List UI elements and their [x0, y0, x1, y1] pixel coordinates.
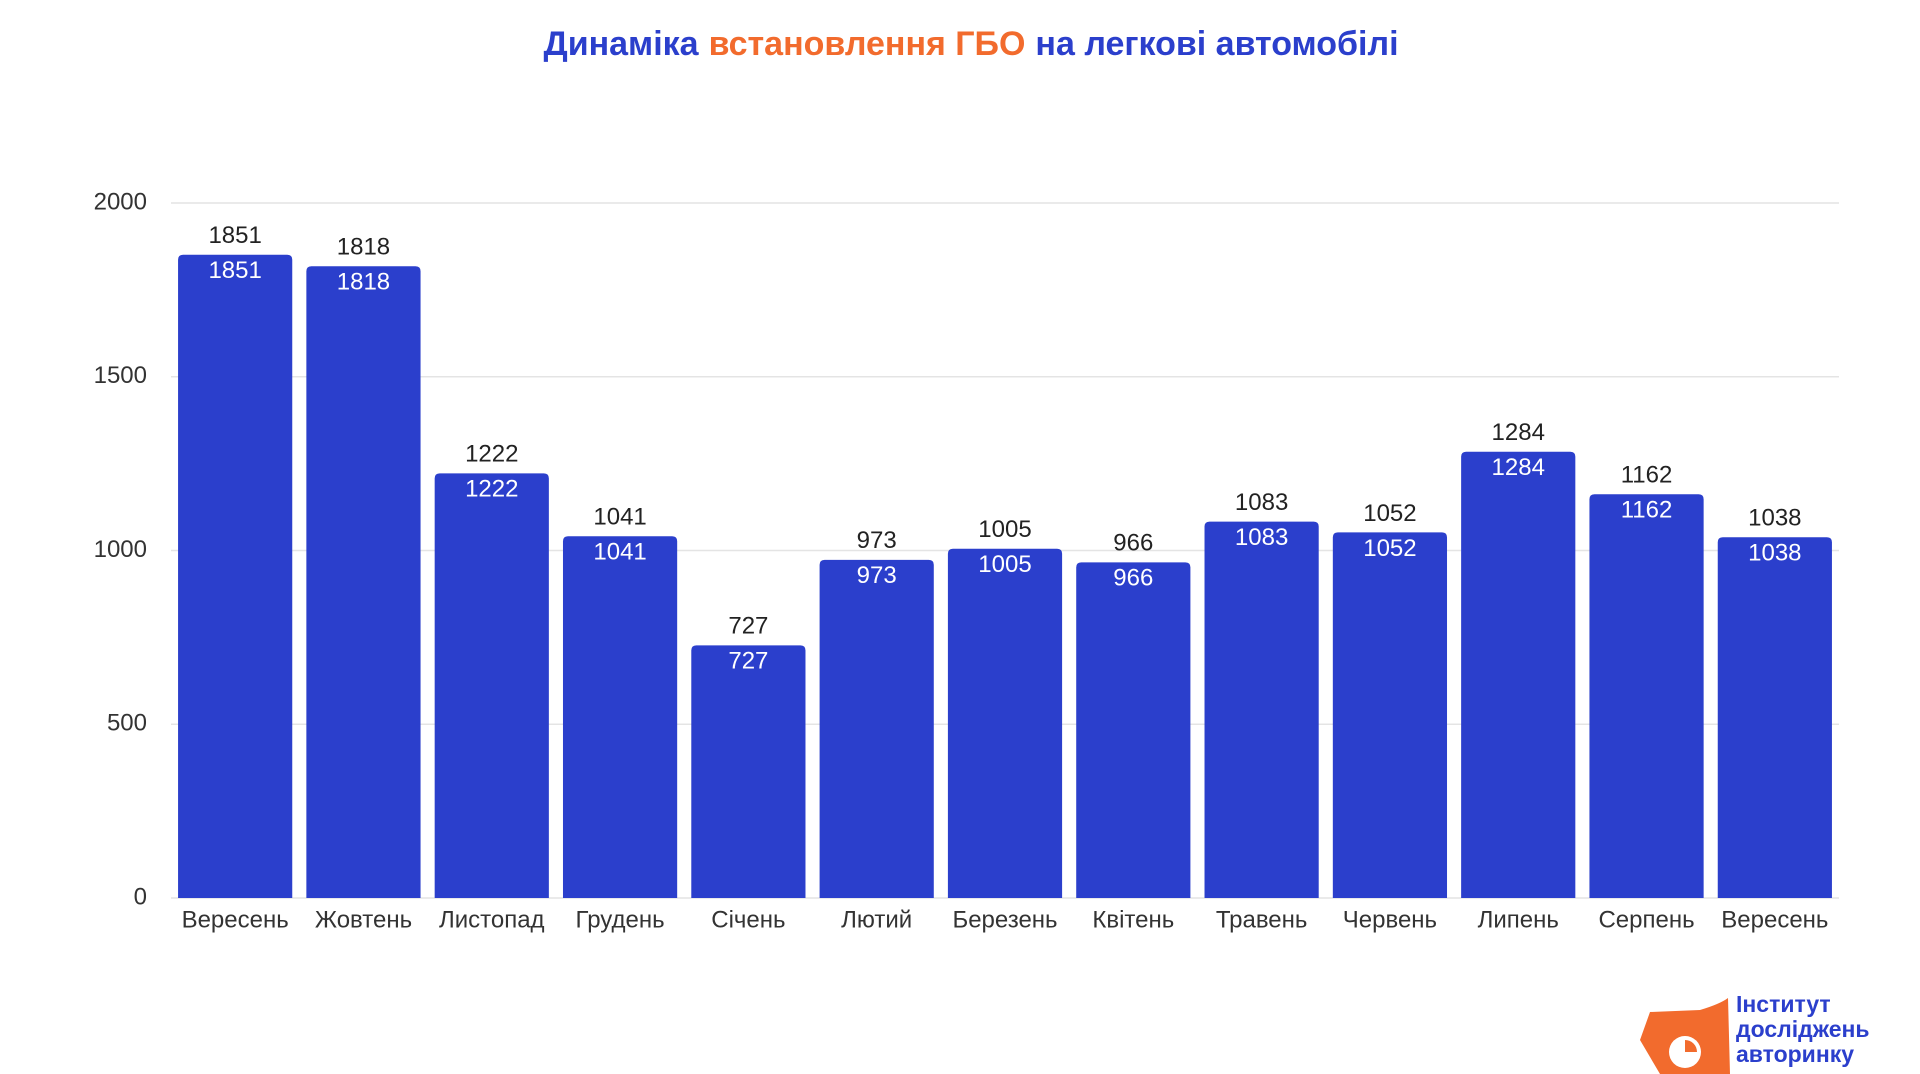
- chart-title: Динаміка встановлення ГБО на легкові автом…: [543, 25, 1398, 63]
- x-tick-label: Жовтень: [315, 906, 412, 933]
- value-label: 966: [1113, 530, 1153, 557]
- bar: [562, 536, 678, 898]
- value-label: 1851: [208, 222, 261, 249]
- value-label: 1222: [465, 441, 518, 468]
- x-tick-label: Лютий: [841, 906, 912, 933]
- x-tick-label: Грудень: [576, 906, 665, 933]
- value-label-inner: 966: [1113, 565, 1153, 592]
- bar: [1717, 537, 1832, 898]
- x-tick-label: Серпень: [1598, 906, 1694, 933]
- x-tick-label: Травень: [1216, 906, 1308, 933]
- value-label: 1038: [1748, 505, 1801, 532]
- value-label: 727: [728, 613, 768, 640]
- bar: [819, 559, 934, 898]
- bar: [178, 254, 293, 899]
- value-label: 1284: [1492, 419, 1545, 446]
- bar: [306, 266, 421, 898]
- value-label-inner: 973: [857, 562, 897, 589]
- value-label-inner: 1818: [337, 269, 390, 296]
- value-label-inner: 1162: [1621, 497, 1673, 524]
- bar: [947, 548, 1063, 898]
- title-part: Динаміка: [543, 25, 699, 63]
- bar: [1589, 494, 1704, 898]
- x-tick-label: Червень: [1343, 906, 1437, 933]
- y-tick-label: 1500: [94, 362, 147, 389]
- value-label-inner: 1041: [593, 539, 646, 566]
- bar: [1076, 562, 1191, 898]
- bar: [1204, 521, 1319, 898]
- x-tick-label: Вересень: [182, 906, 289, 933]
- y-tick-label: 1000: [94, 536, 147, 563]
- y-tick-label: 2000: [94, 188, 147, 215]
- value-label-inner: 1284: [1492, 454, 1545, 481]
- value-label-inner: 1222: [465, 476, 518, 503]
- value-label: 1052: [1363, 500, 1416, 527]
- logo-text: Інститут: [1736, 991, 1831, 1017]
- x-tick-label: Липень: [1478, 906, 1559, 933]
- bar: [691, 645, 806, 898]
- bar: [1461, 451, 1576, 898]
- y-tick-label: 0: [134, 883, 147, 910]
- title-part: встановлення ГБО: [709, 25, 1026, 63]
- bar: [1332, 532, 1448, 898]
- value-label: 1083: [1235, 489, 1288, 516]
- value-label-inner: 1083: [1235, 524, 1288, 551]
- y-tick-label: 500: [107, 710, 147, 737]
- value-label-inner: 1038: [1748, 540, 1801, 567]
- value-label-inner: 1052: [1363, 535, 1416, 562]
- logo-text: досліджень: [1736, 1016, 1870, 1042]
- logo-pie: [1685, 1040, 1697, 1052]
- value-label: 973: [857, 527, 897, 554]
- x-tick-label: Березень: [952, 906, 1057, 933]
- value-label-inner: 1005: [978, 551, 1031, 578]
- value-label-inner: 727: [728, 648, 768, 675]
- title-part: на легкові автомобілі: [1035, 25, 1398, 63]
- x-tick-label: Вересень: [1721, 906, 1828, 933]
- x-tick-label: Квітень: [1092, 906, 1174, 933]
- value-label: 1005: [978, 516, 1031, 543]
- value-label-inner: 1851: [208, 257, 261, 284]
- bar: [434, 473, 549, 898]
- value-label: 1818: [337, 234, 390, 261]
- logo-text: авторинку: [1736, 1041, 1854, 1067]
- value-label: 1162: [1621, 462, 1673, 489]
- value-label: 1041: [593, 504, 646, 531]
- x-tick-label: Січень: [711, 906, 785, 933]
- x-tick-label: Листопад: [439, 906, 545, 933]
